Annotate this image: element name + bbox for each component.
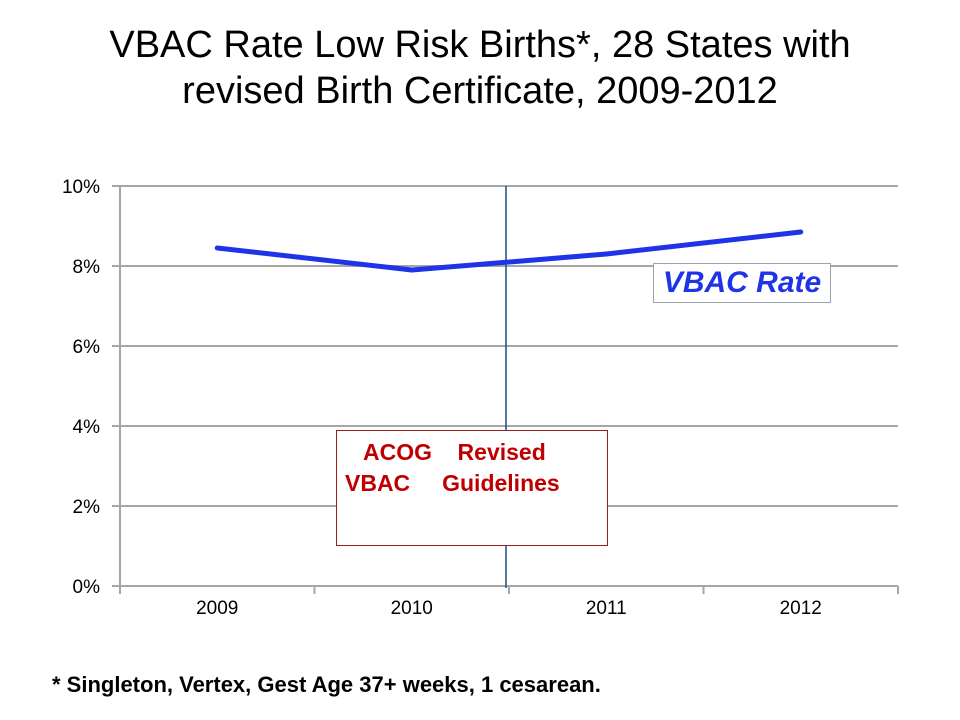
x-tick-label: 2009 bbox=[196, 598, 238, 619]
footnote: * Singleton, Vertex, Gest Age 37+ weeks,… bbox=[52, 672, 601, 697]
data-point bbox=[603, 251, 609, 257]
data-point bbox=[409, 267, 415, 273]
series-legend: VBAC Rate bbox=[653, 263, 831, 303]
x-tick-label: 2011 bbox=[586, 598, 627, 619]
legend-label: VBAC Rate bbox=[662, 266, 822, 299]
data-point bbox=[214, 245, 220, 251]
annotation-line-2: VBAC Guidelines bbox=[345, 470, 560, 496]
chart-title-line-2: revised Birth Certificate, 2009-2012 bbox=[182, 70, 778, 112]
annotation-line-1: ACOG Revised bbox=[363, 439, 546, 465]
y-tick-label: 6% bbox=[73, 337, 101, 358]
x-tick-label: 2010 bbox=[391, 598, 433, 619]
y-tick-label: 2% bbox=[73, 497, 101, 518]
y-tick-label: 4% bbox=[73, 417, 101, 438]
annotation-box: ACOG Revised VBAC Guidelines bbox=[336, 430, 608, 546]
y-tick-label: 10% bbox=[62, 177, 100, 198]
chart-title-line-1: VBAC Rate Low Risk Births*, 28 States wi… bbox=[109, 24, 851, 66]
chart-title: VBAC Rate Low Risk Births*, 28 States wi… bbox=[0, 22, 960, 114]
y-tick-label: 0% bbox=[73, 577, 101, 598]
x-tick-label: 2012 bbox=[780, 598, 822, 619]
series-line-vbac-rate bbox=[217, 229, 802, 273]
data-point bbox=[798, 229, 804, 235]
y-tick-label: 8% bbox=[73, 257, 101, 278]
